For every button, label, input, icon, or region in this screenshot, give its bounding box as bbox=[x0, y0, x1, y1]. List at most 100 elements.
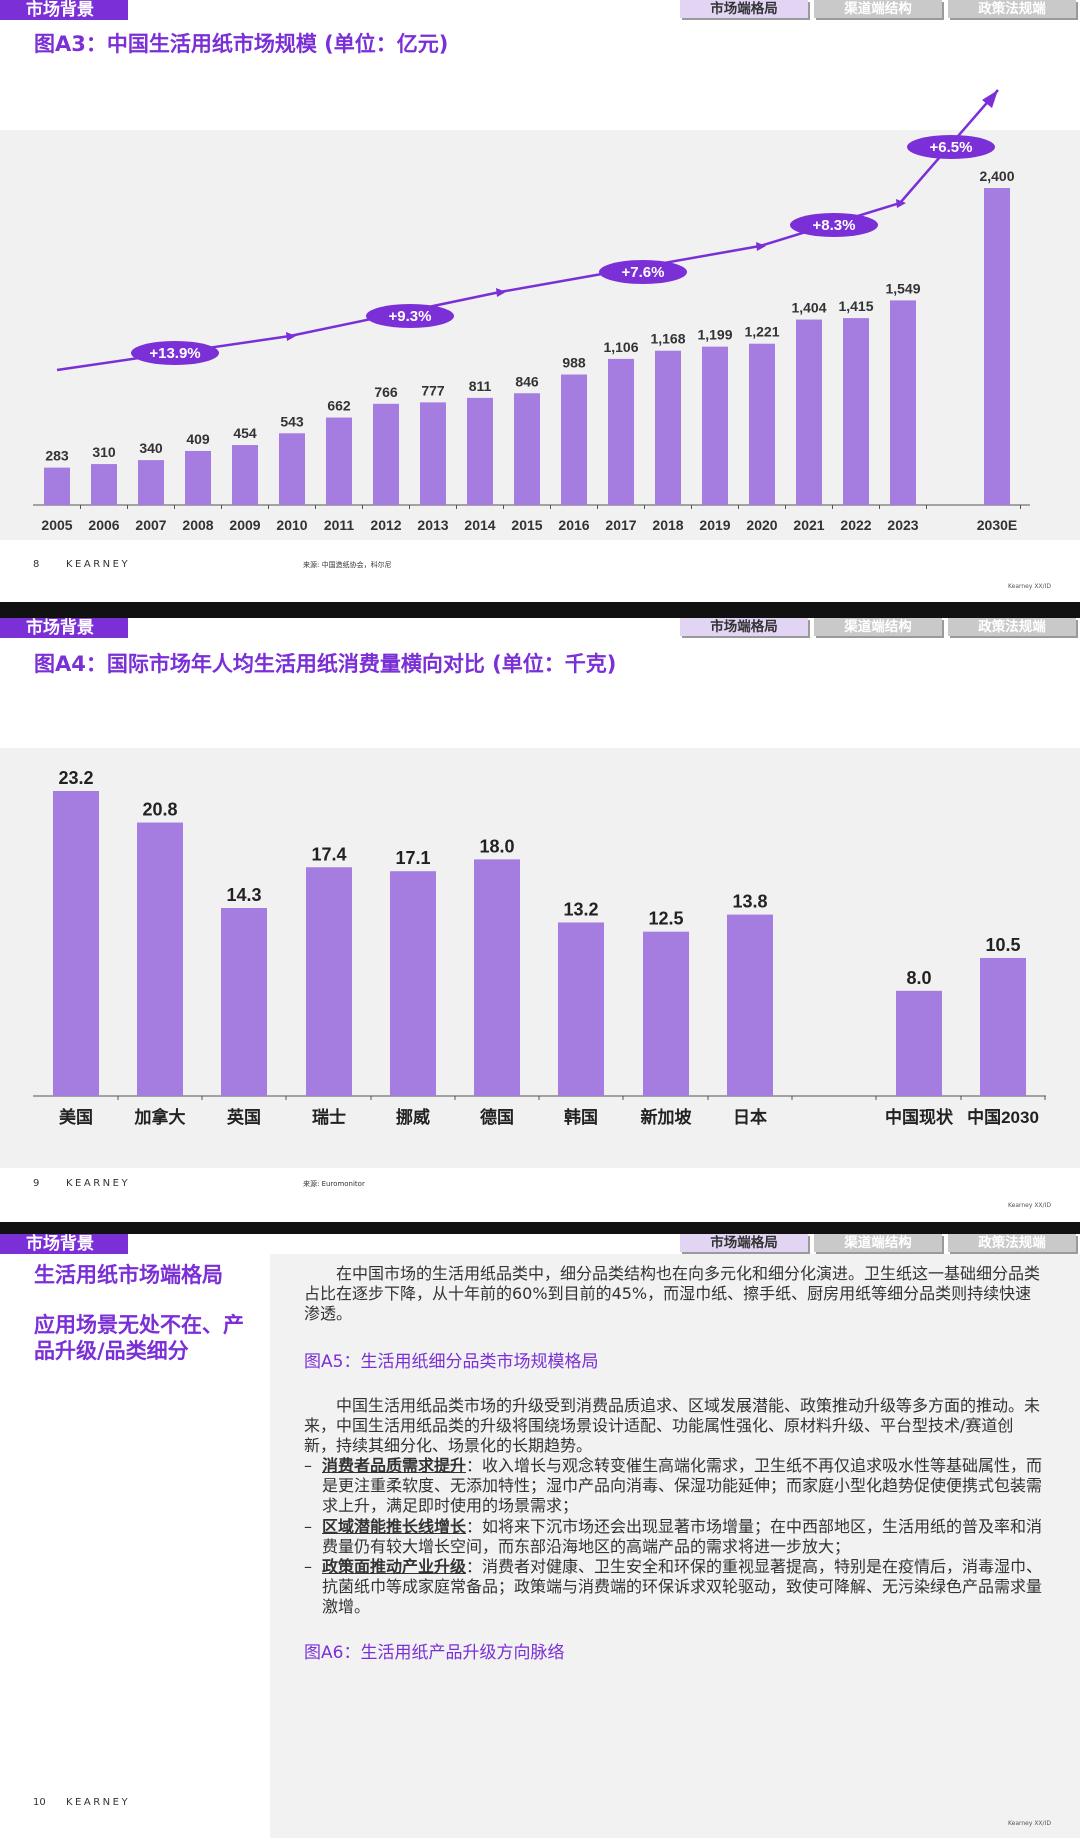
section-tag: 市场背景 bbox=[0, 0, 128, 20]
x-tick-label: 2023 bbox=[887, 517, 918, 533]
tab-market[interactable]: 市场端格局 bbox=[680, 0, 808, 18]
tab-channel[interactable]: 渠道端结构 bbox=[814, 0, 942, 18]
x-tick-label: 2010 bbox=[276, 517, 307, 533]
bar-value-label: 662 bbox=[327, 398, 351, 414]
bullet-regional-potential: – 区域潜能推长线增长：如将来下沉市场还会出现显著市场增量；在中西部地区，生活用纸… bbox=[304, 1517, 1044, 1557]
source-note: 来源: Euromonitor bbox=[303, 1180, 365, 1188]
bar-value-label: 8.0 bbox=[906, 968, 931, 988]
bar-value-label: 17.4 bbox=[311, 844, 346, 864]
bar bbox=[467, 397, 493, 505]
bar bbox=[221, 908, 267, 1096]
per-capita-chart: 23.2 美国 20.8 加拿大 14.3 英国 17.4 瑞士 17.1 挪威 18.0 德国 13.… bbox=[33, 768, 1046, 1127]
x-tick-label: 德国 bbox=[480, 1107, 514, 1127]
bar bbox=[702, 346, 728, 505]
market-size-chart: 283 2005 310 2006 340 2007 409 2008 454 2009 543 20… bbox=[33, 89, 1030, 533]
growth-trend-arrowhead bbox=[982, 90, 998, 108]
x-tick-label: 2022 bbox=[840, 517, 871, 533]
corner-note: Kearney XX/ID bbox=[1008, 583, 1051, 590]
bar-value-label: 1,221 bbox=[744, 324, 779, 340]
bar-value-label: 2,400 bbox=[979, 168, 1014, 184]
bar-value-label: 13.8 bbox=[732, 892, 767, 912]
bar-value-label: 1,549 bbox=[885, 280, 920, 296]
bar bbox=[608, 358, 634, 505]
bar bbox=[420, 402, 446, 505]
tab-policy[interactable]: 政策法规端 bbox=[948, 618, 1076, 636]
growth-rate-label: +13.9% bbox=[149, 345, 200, 362]
x-tick-label: 挪威 bbox=[396, 1107, 430, 1127]
x-tick-label: 2012 bbox=[370, 517, 401, 533]
bar bbox=[390, 871, 436, 1096]
tab-bar: 市场端格局 渠道端结构 政策法规端 bbox=[680, 0, 1076, 18]
brand-logo: KEARNEY bbox=[66, 1178, 131, 1189]
x-tick-label: 中国现状 bbox=[885, 1107, 954, 1127]
bullet-title: 政策面推动产业升级 bbox=[322, 1557, 467, 1576]
x-tick-label: 加拿大 bbox=[134, 1107, 186, 1127]
intro-paragraph: 在中国市场的生活用纸品类中，细分品类结构也在向多元化和细分化演进。卫生纸这一基础… bbox=[304, 1264, 1041, 1323]
bar-value-label: 454 bbox=[233, 425, 257, 441]
bar-value-label: 12.5 bbox=[648, 909, 683, 929]
growth-rate-label: +9.3% bbox=[389, 308, 432, 325]
chart-title: 图A4：国际市场年人均生活用纸消费量横向对比 (单位：千克) bbox=[34, 652, 617, 676]
tab-policy[interactable]: 政策法规端 bbox=[948, 1234, 1076, 1252]
bar bbox=[326, 417, 352, 505]
x-tick-label: 2013 bbox=[417, 517, 448, 533]
bar bbox=[474, 859, 520, 1096]
bar bbox=[896, 990, 942, 1096]
tab-policy[interactable]: 政策法规端 bbox=[948, 0, 1076, 18]
corner-note: Kearney XX/ID bbox=[1008, 1820, 1051, 1827]
bar-value-label: 1,199 bbox=[697, 327, 732, 343]
bar bbox=[185, 450, 211, 505]
x-tick-label: 2018 bbox=[652, 517, 683, 533]
bar-value-label: 283 bbox=[45, 448, 69, 464]
bar-value-label: 340 bbox=[139, 440, 163, 456]
growth-rate-badge bbox=[907, 135, 995, 159]
slide-market-size: 市场背景 市场端格局 渠道端结构 政策法规端 图A3：中国生活用纸市场规模 (单… bbox=[0, 0, 1080, 602]
tab-channel[interactable]: 渠道端结构 bbox=[814, 618, 942, 636]
upgrade-paragraph: 中国生活用纸品类市场的升级受到消费品质追求、区域发展潜能、政策推动升级等多方面的… bbox=[304, 1396, 1041, 1455]
bar bbox=[643, 931, 689, 1096]
x-tick-label: 2030E bbox=[977, 517, 1017, 533]
bar bbox=[843, 318, 869, 505]
bar bbox=[561, 374, 587, 505]
bar-value-label: 13.2 bbox=[563, 899, 598, 919]
x-tick-label: 中国2030 bbox=[967, 1107, 1039, 1127]
tab-market[interactable]: 市场端格局 bbox=[680, 1234, 808, 1252]
bar-value-label: 409 bbox=[186, 431, 210, 447]
tab-market[interactable]: 市场端格局 bbox=[680, 618, 808, 636]
left-panel bbox=[0, 1254, 268, 1838]
bar-value-label: 1,404 bbox=[791, 300, 826, 316]
bullet-dash: – bbox=[304, 1517, 312, 1536]
x-tick-label: 2015 bbox=[511, 517, 542, 533]
section-tag: 市场背景 bbox=[0, 618, 128, 638]
x-tick-label: 2006 bbox=[88, 517, 119, 533]
bar-value-label: 988 bbox=[562, 355, 586, 371]
x-tick-label: 2017 bbox=[605, 517, 636, 533]
bar bbox=[980, 957, 1026, 1096]
bar-value-label: 846 bbox=[515, 373, 539, 389]
bar-value-label: 811 bbox=[469, 378, 492, 394]
x-tick-label: 美国 bbox=[59, 1107, 93, 1127]
slide-market-structure: 市场背景 市场端格局 渠道端结构 政策法规端 生活用纸市场端格局 应用场景无处不… bbox=[0, 1234, 1080, 1838]
x-tick-label: 2016 bbox=[558, 517, 589, 533]
bar-value-label: 1,106 bbox=[603, 339, 638, 355]
growth-rate-label: +6.5% bbox=[930, 139, 973, 156]
x-tick-label: 英国 bbox=[227, 1107, 261, 1127]
bar bbox=[984, 188, 1010, 505]
tab-channel[interactable]: 渠道端结构 bbox=[814, 1234, 942, 1252]
corner-note: Kearney XX/ID bbox=[1008, 1202, 1051, 1209]
growth-rate-badge bbox=[131, 341, 219, 365]
bullet-policy-upgrade: – 政策面推动产业升级：消费者对健康、卫生安全和环保的重视显著提高，特别是在疫情后… bbox=[304, 1557, 1044, 1617]
figure-a5-label: 图A5：生活用纸细分品类市场规模格局 bbox=[304, 1352, 599, 1372]
page-number: 9 bbox=[33, 1178, 40, 1189]
bar bbox=[727, 914, 773, 1096]
x-tick-label: 2008 bbox=[182, 517, 213, 533]
bar bbox=[232, 445, 258, 505]
bar-value-label: 1,415 bbox=[838, 298, 873, 314]
trend-arrow-marker bbox=[896, 199, 906, 208]
growth-rate-badge bbox=[366, 304, 454, 328]
trend-arrow-marker bbox=[286, 332, 296, 341]
bar bbox=[749, 343, 775, 505]
bar bbox=[138, 460, 164, 505]
bar bbox=[558, 922, 604, 1096]
bar bbox=[796, 319, 822, 505]
